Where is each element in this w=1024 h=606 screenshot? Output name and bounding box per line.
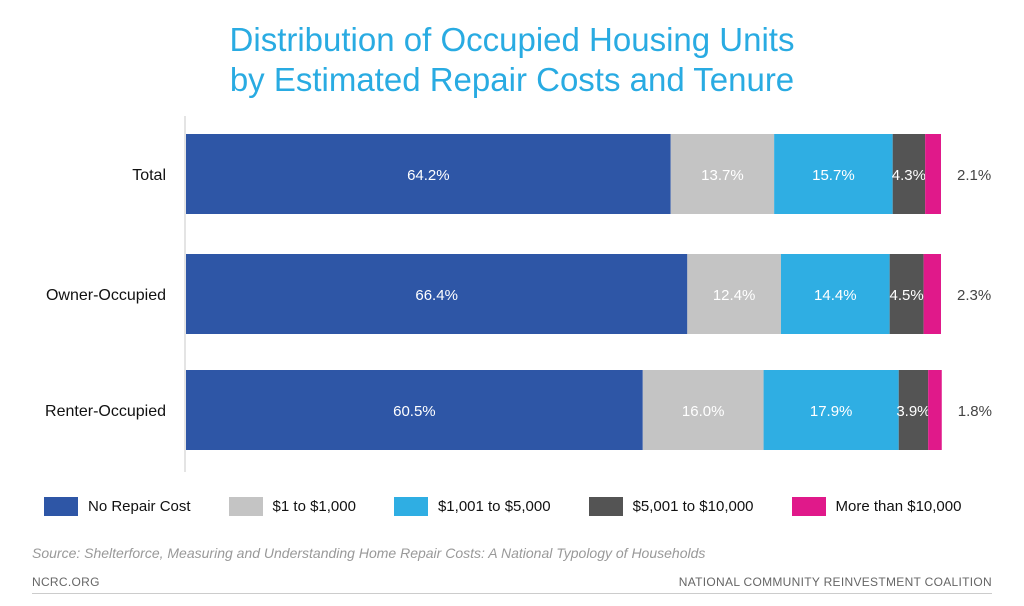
legend-label: $5,001 to $10,000 — [632, 498, 754, 515]
legend-item: $1,001 to $5,000 — [393, 497, 551, 516]
data-label: 2.3% — [957, 287, 991, 304]
data-label: 66.4% — [415, 287, 458, 304]
data-label: 64.2% — [407, 167, 450, 184]
footer-organization: NATIONAL COMMUNITY REINVESTMENT COALITIO… — [678, 575, 992, 589]
legend-item: $5,001 to $10,000 — [588, 497, 754, 516]
footer-divider — [32, 593, 992, 594]
bar-segment — [186, 134, 671, 214]
bar-segment — [186, 370, 643, 450]
bar-segment — [774, 134, 893, 214]
legend-label: $1,001 to $5,000 — [437, 498, 551, 515]
footer-site: NCRC.ORG — [32, 575, 100, 589]
legend-label: No Repair Cost — [88, 498, 191, 515]
legend-item: No Repair Cost — [44, 497, 191, 516]
chart-title-line-1: Distribution of Occupied Housing Units — [229, 21, 795, 58]
data-label: 4.3% — [892, 167, 926, 184]
data-label: 4.5% — [890, 287, 924, 304]
bar-segment — [928, 370, 942, 450]
legend-item: More than $10,000 — [791, 497, 962, 516]
category-label: Renter-Occupied — [45, 403, 166, 420]
legend-swatch — [791, 497, 826, 516]
legend-label: More than $10,000 — [835, 498, 962, 515]
bar-segment — [925, 134, 941, 214]
bar-segment — [642, 370, 764, 450]
data-label: 1.8% — [958, 403, 992, 420]
data-label: 12.4% — [713, 287, 756, 304]
legend-item: $1 to $1,000 — [228, 497, 356, 516]
chart-title: Distribution of Occupied Housing Units b… — [0, 20, 1024, 100]
data-label: 15.7% — [812, 167, 855, 184]
bar-segment — [670, 134, 775, 214]
bar-segment — [898, 370, 929, 450]
source-note: Source: Shelterforce, Measuring and Unde… — [32, 545, 706, 561]
category-label: Owner-Occupied — [46, 287, 166, 304]
bar-segment — [923, 254, 941, 334]
bar-segment — [687, 254, 781, 334]
data-label: 2.1% — [957, 167, 991, 184]
chart-legend: No Repair Cost $1 to $1,000 $1,001 to $5,0… — [44, 497, 994, 516]
bar-segment — [186, 254, 688, 334]
data-label: 16.0% — [682, 403, 725, 420]
chart-title-line-2: by Estimated Repair Costs and Tenure — [229, 61, 795, 98]
legend-swatch — [588, 497, 623, 516]
bar-segment — [780, 254, 890, 334]
bar-segment — [889, 254, 924, 334]
data-label: 17.9% — [810, 403, 853, 420]
data-label: 60.5% — [393, 403, 436, 420]
legend-swatch — [44, 497, 78, 516]
stacked-bar-chart: Total 64.2% 13.7% 15.7% 4.3% 2.1% Owner-Occupi… — [45, 116, 992, 472]
legend-label: $1 to $1,000 — [272, 498, 356, 515]
data-label: 3.9% — [896, 403, 930, 420]
category-label: Total — [132, 167, 166, 184]
data-label: 13.7% — [701, 167, 744, 184]
legend-swatch — [228, 497, 263, 516]
data-label: 14.4% — [814, 287, 857, 304]
bar-segment — [763, 370, 899, 450]
legend-swatch — [393, 497, 428, 516]
bar-segment — [892, 134, 926, 214]
